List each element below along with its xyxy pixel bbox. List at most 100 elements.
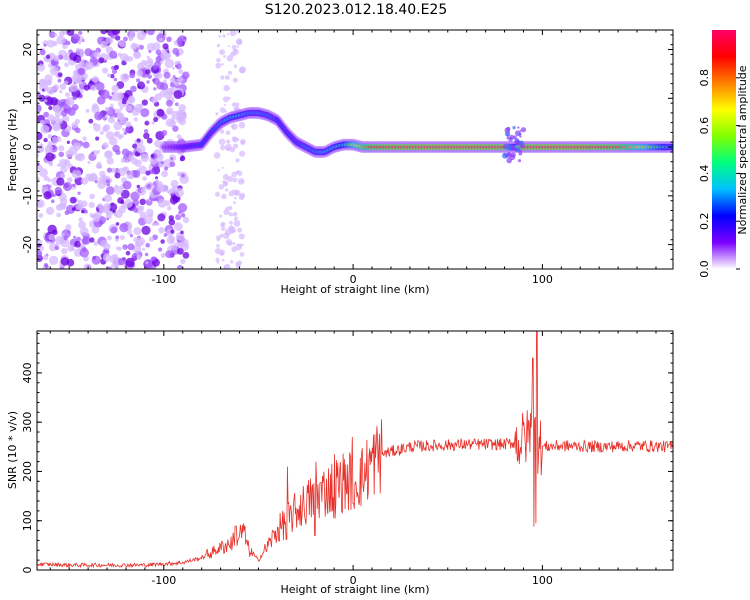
noise-blob — [39, 63, 43, 68]
noise-blob — [163, 233, 168, 237]
noise-blob — [63, 235, 68, 241]
noise-blob — [172, 125, 179, 132]
noise-blob — [56, 212, 62, 218]
noise-blob — [217, 169, 220, 172]
noise-blob — [60, 257, 70, 266]
noise-blob — [216, 43, 221, 48]
noise-blob — [116, 246, 120, 250]
colorbar-tick-label: 0.0 — [698, 260, 711, 278]
noise-blob — [106, 73, 111, 78]
spectrogram-ylabel: Frequency (Hz) — [6, 109, 19, 192]
noise-blob — [148, 236, 154, 242]
noise-blob — [140, 189, 145, 193]
noise-blob — [132, 143, 138, 149]
noise-blob — [85, 61, 94, 70]
noise-blob — [75, 168, 79, 172]
noise-blob — [111, 263, 117, 269]
noise-blob — [177, 109, 187, 120]
noise-blob — [227, 45, 230, 48]
noise-blob — [152, 77, 160, 85]
noise-blob — [74, 176, 84, 186]
noise-blob — [59, 90, 63, 94]
snr-xlabel: Height of straight line (km) — [280, 583, 429, 596]
noise-blob — [56, 35, 66, 45]
noise-blob — [71, 169, 82, 179]
snr-y-tick-label: 100 — [21, 510, 34, 531]
noise-blob — [166, 190, 170, 194]
noise-blob — [229, 260, 234, 264]
noise-blob — [106, 217, 110, 221]
noise-blob — [83, 263, 91, 269]
noise-blob — [37, 104, 42, 113]
noise-blob — [121, 127, 126, 132]
snr-y-tick-label: 300 — [21, 412, 34, 433]
noise-blob — [122, 244, 128, 250]
noise-blob — [92, 213, 101, 222]
snr-y-tick-label: 0 — [21, 567, 34, 574]
noise-blob — [112, 92, 122, 102]
ridge-disturbance — [506, 126, 511, 131]
noise-blob — [53, 104, 62, 114]
noise-blob — [94, 111, 104, 121]
ridge-disturbance — [512, 135, 517, 140]
noise-blob — [161, 170, 168, 178]
noise-blob — [119, 235, 125, 241]
noise-blob — [96, 150, 100, 154]
colorbar-tick-label: 0.4 — [698, 165, 711, 183]
noise-blob — [114, 185, 124, 195]
noise-blob — [166, 99, 173, 107]
noise-blob — [171, 66, 175, 70]
spectrogram-frame — [36, 29, 674, 270]
noise-blob — [170, 179, 179, 188]
noise-blob — [174, 187, 184, 198]
noise-blob — [149, 169, 155, 175]
noise-blob — [136, 184, 141, 189]
noise-blob — [242, 244, 245, 247]
noise-blob — [66, 140, 71, 144]
noise-blob — [139, 198, 146, 206]
noise-blob — [226, 54, 234, 62]
noise-blob — [140, 108, 150, 118]
noise-blob — [218, 184, 225, 190]
noise-blob — [228, 225, 234, 231]
noise-blob — [221, 193, 227, 200]
noise-blob — [232, 211, 238, 217]
noise-blob — [237, 39, 243, 45]
noise-blob — [176, 134, 182, 140]
noise-blob — [218, 34, 222, 38]
noise-blob — [235, 261, 240, 266]
noise-blob — [73, 235, 77, 239]
noise-blob — [227, 241, 233, 247]
noise-blob — [123, 55, 130, 63]
noise-blob — [113, 65, 119, 71]
noise-blob — [50, 199, 55, 204]
snr-x-tick-label: 0 — [350, 574, 357, 587]
noise-blob — [128, 37, 133, 42]
noise-blob — [61, 30, 69, 35]
noise-blob — [79, 227, 89, 237]
noise-blob — [109, 103, 114, 108]
noise-blob — [46, 87, 55, 95]
noise-blob — [40, 124, 50, 134]
noise-blob — [218, 138, 226, 146]
noise-blob — [98, 216, 107, 224]
spectrogram-x-tick-label: -100 — [151, 273, 176, 286]
noise-blob — [169, 187, 176, 194]
noise-blob — [219, 233, 224, 238]
noise-blob — [220, 144, 226, 151]
noise-blob — [120, 189, 130, 199]
noise-blob — [153, 87, 157, 91]
noise-blob — [154, 139, 162, 148]
noise-blob — [144, 120, 150, 126]
noise-blob — [224, 75, 230, 80]
noise-blob — [113, 132, 119, 137]
noise-blob — [90, 84, 97, 92]
noise-blob — [175, 52, 180, 57]
noise-blob — [69, 52, 78, 61]
noise-blob — [215, 112, 219, 116]
noise-blob — [169, 161, 176, 168]
noise-blob — [37, 164, 43, 171]
noise-blob — [160, 160, 165, 165]
